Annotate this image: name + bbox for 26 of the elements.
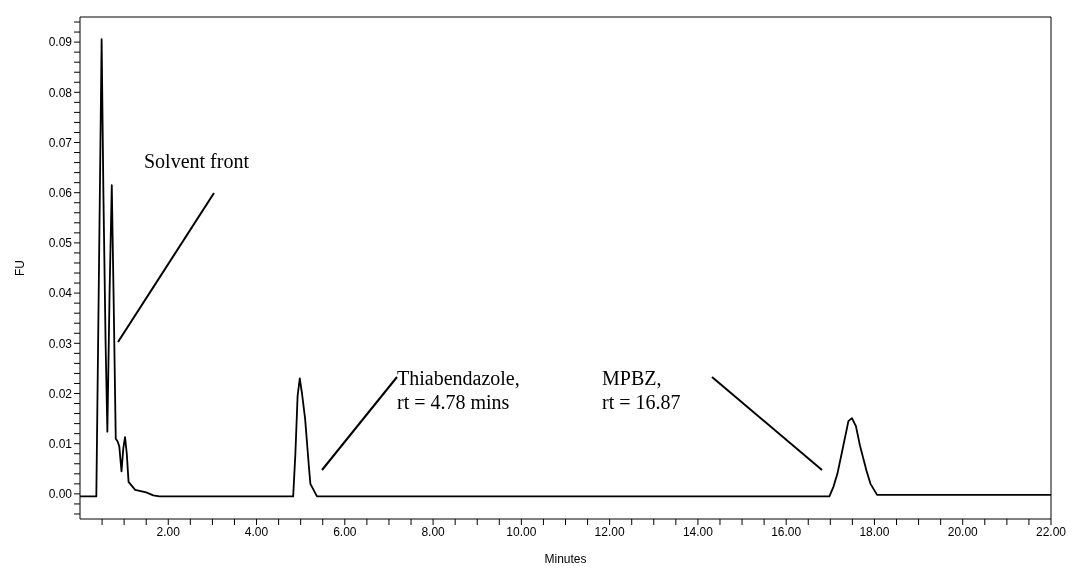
x-axis-title: Minutes — [544, 552, 587, 566]
x-tick-label: 2.00 — [156, 524, 181, 539]
y-tick-label: 0.02 — [48, 386, 73, 401]
y-tick-label: 0.01 — [48, 436, 73, 451]
annotation: Thiabendazole, rt = 4.78 mins — [397, 367, 520, 413]
x-tick-label: 16.00 — [771, 524, 802, 539]
x-tick-label: 8.00 — [421, 524, 446, 539]
x-tick-label: 6.00 — [333, 524, 357, 539]
y-axis-title: FU — [13, 260, 28, 276]
annotation: Solvent front — [144, 150, 250, 172]
x-tick-label: 14.00 — [682, 524, 714, 539]
y-tick-label: 0.00 — [48, 487, 73, 502]
y-tick-label: 0.08 — [48, 85, 73, 100]
y-tick-label: 0.07 — [48, 135, 73, 150]
annotation: MPBZ, rt = 16.87 — [602, 367, 681, 413]
x-tick-label: 20.00 — [947, 524, 979, 539]
x-tick-label: 10.00 — [506, 524, 537, 539]
x-tick-label: 22.00 — [1035, 524, 1067, 539]
y-tick-label: 0.05 — [48, 236, 73, 251]
y-tick-label: 0.03 — [48, 336, 73, 351]
y-tick-label: 0.04 — [48, 286, 73, 301]
y-tick-label: 0.06 — [48, 185, 73, 200]
y-tick-label: 0.09 — [48, 35, 73, 50]
x-tick-label: 4.00 — [244, 524, 269, 539]
x-tick-label: 12.00 — [594, 524, 625, 539]
x-tick-label: 18.00 — [859, 524, 890, 539]
